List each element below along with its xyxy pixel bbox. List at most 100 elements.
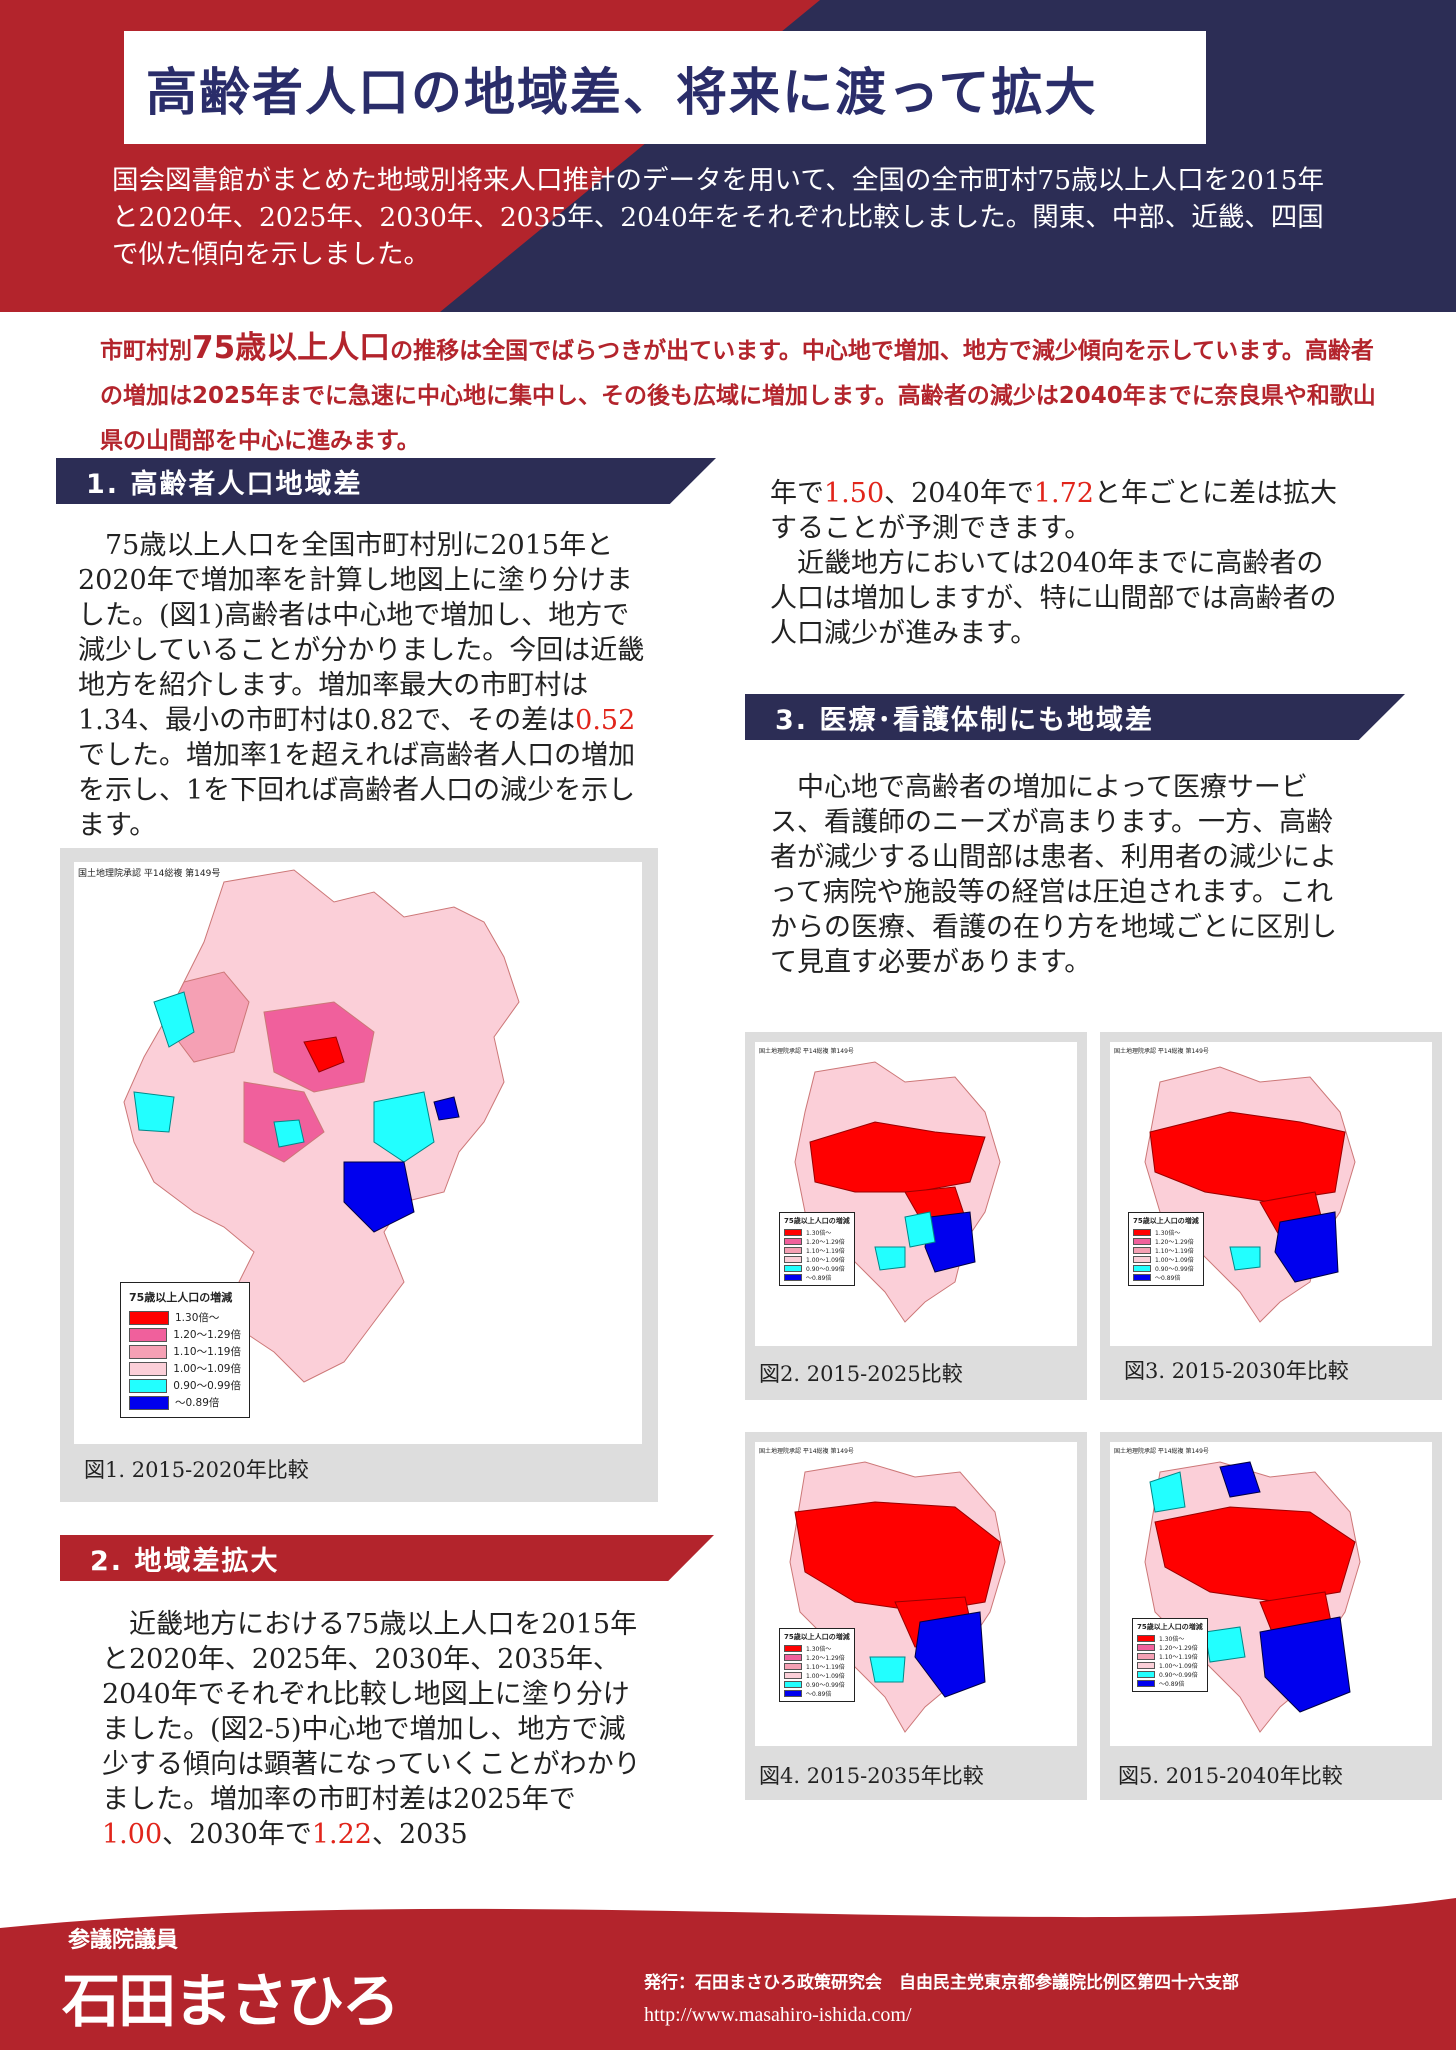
value-2040: 1.72 xyxy=(1033,478,1094,509)
kinki-map-2030 xyxy=(1144,1066,1356,1323)
legend-item: 1.10～1.19倍 xyxy=(129,1343,241,1360)
kinki-map-2020 xyxy=(123,869,520,1383)
figure-3-legend: 75歳以上人口の増減 1.30倍～ 1.20～1.29倍 1.10～1.19倍 … xyxy=(1128,1212,1204,1286)
section-2-continued-text: 年で1.50、2040年で1.72と年ごとに差は拡大することが予測できます。 近… xyxy=(770,476,1350,651)
section-1-heading: 1. 高齢者人口地域差 xyxy=(56,458,716,504)
legend-item: 1.10～1.19倍 xyxy=(784,1246,850,1255)
figure-5-map-panel: 国土地理院承認 平14総複 第149号 75歳以上人口の増減 1.30倍～ 1.… xyxy=(1110,1442,1432,1746)
publisher-text: 発行：石田まさひろ政策研究会 自由民主党東京都参議院比例区第四十六支部 xyxy=(644,1973,1239,1993)
s2-para2: 近畿地方においては2040年までに高齢者の人口は増加しますが、特に山間部では高齢… xyxy=(770,548,1337,649)
map-source-note: 国土地理院承認 平14総複 第149号 xyxy=(1114,1048,1209,1055)
legend-item: 0.90～0.99倍 xyxy=(129,1377,241,1394)
figure-5: 国土地理院承認 平14総複 第149号 75歳以上人口の増減 1.30倍～ 1.… xyxy=(1100,1432,1442,1800)
section-2-heading: 2. 地域差拡大 xyxy=(60,1535,714,1581)
kinki-map-2035 xyxy=(789,1461,1006,1733)
map-source-note: 国土地理院承認 平14総複 第149号 xyxy=(759,1048,854,1055)
s2-cont-c: と年ごとに差は拡大することが予測できます。 xyxy=(770,478,1337,544)
s2-cont-a: 年で xyxy=(770,478,824,509)
legend-item: 1.30倍～ xyxy=(784,1228,850,1237)
figure-2: 国土地理院承認 平14総複 第149号 75歳以上人口の増減 1.30倍～ 1.… xyxy=(745,1032,1087,1400)
figure-4-map-panel: 国土地理院承認 平14総複 第149号 75歳以上人口の増減 1.30倍～ 1.… xyxy=(755,1442,1077,1746)
footer: 参議院議員 石田まさひろ 発行：石田まさひろ政策研究会 自由民主党東京都参議院比… xyxy=(0,1888,1456,2050)
legend-item: 1.20～1.29倍 xyxy=(784,1653,850,1662)
s2-cont-b: 、2040年で xyxy=(884,478,1034,509)
value-2025: 1.00 xyxy=(102,1819,163,1850)
legend-item: ～0.89倍 xyxy=(784,1273,850,1282)
figure-1-legend: 75歳以上人口の増減 1.30倍～ 1.20～1.29倍 1.10～1.19倍 … xyxy=(120,1282,250,1418)
map-source-note: 国土地理院承認 平14総複 第149号 xyxy=(1114,1448,1209,1455)
website-link[interactable]: http://www.masahiro-ishida.com/ xyxy=(644,2004,912,2026)
value-2035: 1.50 xyxy=(824,478,885,509)
summary-rest: の推移は全国でばらつきが出ています。中心地で増加、地方で減少傾向を示しています。… xyxy=(100,338,1376,454)
intro-text: 国会図書館がまとめた地域別将来人口推計のデータを用いて、全国の全市町村75歳以上… xyxy=(112,165,1325,270)
kinki-map-2040 xyxy=(1144,1461,1361,1733)
legend-item: 1.10～1.19倍 xyxy=(1137,1652,1203,1661)
map-source-note: 国土地理院承認 平14総複 第149号 xyxy=(78,869,221,879)
legend-item: ～0.89倍 xyxy=(1137,1679,1203,1688)
summary-pre: 市町村別 xyxy=(100,338,192,364)
legend-item: 1.20～1.29倍 xyxy=(784,1237,850,1246)
legend-item: 1.00～1.09倍 xyxy=(784,1255,850,1264)
section-3-text: 中心地で高齢者の増加によって医療サービス、看護師のニーズが高まります。一方、高齢… xyxy=(770,770,1356,980)
figure-4-legend: 75歳以上人口の増減 1.30倍～ 1.20～1.29倍 1.10～1.19倍 … xyxy=(779,1628,855,1702)
member-title: 参議院議員 xyxy=(68,1928,179,1953)
legend-item: 1.30倍～ xyxy=(1137,1634,1203,1643)
legend-item: 0.90～0.99倍 xyxy=(1137,1670,1203,1679)
figure-1-map-panel: 国土地理院承認 平14総複 第149号 75歳以上人口の増減 1.30倍～ 1.… xyxy=(74,862,642,1444)
legend-item: 0.90～0.99倍 xyxy=(1133,1264,1199,1273)
figure-2-map-panel: 国土地理院承認 平14総複 第149号 75歳以上人口の増減 1.30倍～ 1.… xyxy=(755,1042,1077,1346)
figure-4-caption: 図4. 2015-2035年比較 xyxy=(759,1764,984,1788)
s2-text-c: 、2035 xyxy=(371,1819,468,1850)
legend-item: 0.90～0.99倍 xyxy=(784,1264,850,1273)
map-source-note: 国土地理院承認 平14総複 第149号 xyxy=(759,1448,854,1455)
legend-title: 75歳以上人口の増減 xyxy=(784,1217,850,1225)
legend-item: 1.20～1.29倍 xyxy=(1137,1643,1203,1652)
s1-text-a: 75歳以上人口を全国市町村別に2015年と2020年で増加率を計算し地図上に塗り… xyxy=(78,530,645,736)
legend-item: 1.10～1.19倍 xyxy=(784,1662,850,1671)
figure-3-map-panel: 国土地理院承認 平14総複 第149号 75歳以上人口の増減 1.30倍～ 1.… xyxy=(1110,1042,1432,1346)
kinki-map-2025 xyxy=(794,1061,1001,1323)
header-banner: 高齢者人口の地域差、将来に渡って拡大 国会図書館がまとめた地域別将来人口推計のデ… xyxy=(0,0,1456,312)
legend-item: ～0.89倍 xyxy=(784,1689,850,1698)
legend-item: 1.20～1.29倍 xyxy=(129,1326,241,1343)
figure-3: 国土地理院承認 平14総複 第149号 75歳以上人口の増減 1.30倍～ 1.… xyxy=(1100,1032,1442,1400)
legend-item: 1.30倍～ xyxy=(1133,1228,1199,1237)
figure-2-caption: 図2. 2015-2025比較 xyxy=(759,1362,963,1386)
summary-text: 市町村別75歳以上人口の推移は全国でばらつきが出ています。中心地で増加、地方で減… xyxy=(100,326,1386,464)
s2-text-b: 、2030年で xyxy=(162,1819,312,1850)
figure-2-legend: 75歳以上人口の増減 1.30倍～ 1.20～1.29倍 1.10～1.19倍 … xyxy=(779,1212,855,1286)
legend-item: 1.00～1.09倍 xyxy=(1133,1255,1199,1264)
legend-item: ～0.89倍 xyxy=(129,1394,241,1411)
name-logo: 石田まさひろ xyxy=(62,1967,400,2035)
figure-4: 国土地理院承認 平14総複 第149号 75歳以上人口の増減 1.30倍～ 1.… xyxy=(745,1432,1087,1800)
s1-text-b: でした。増加率1を超えれば高齢者人口の増加を示し、1を下回れば高齢者人口の減少を… xyxy=(78,740,636,841)
legend-item: ～0.89倍 xyxy=(1133,1273,1199,1282)
legend-item: 1.00～1.09倍 xyxy=(1137,1661,1203,1670)
legend-item: 1.30倍～ xyxy=(129,1309,241,1326)
s2-text-a: 近畿地方における75歳以上人口を2015年と2020年、2025年、2030年、… xyxy=(102,1609,641,1815)
legend-item: 1.00～1.09倍 xyxy=(129,1360,241,1377)
legend-title: 75歳以上人口の増減 xyxy=(1133,1217,1199,1225)
section-1-text: 75歳以上人口を全国市町村別に2015年と2020年で増加率を計算し地図上に塗り… xyxy=(78,528,648,843)
footer-wave-decoration xyxy=(0,1888,1456,1928)
section-2-text: 近畿地方における75歳以上人口を2015年と2020年、2025年、2030年、… xyxy=(102,1607,650,1852)
title-box: 高齢者人口の地域差、将来に渡って拡大 xyxy=(124,31,1206,144)
figure-1-caption: 図1. 2015-2020年比較 xyxy=(84,1458,309,1482)
legend-item: 1.30倍～ xyxy=(784,1644,850,1653)
legend-title: 75歳以上人口の増減 xyxy=(1137,1623,1203,1631)
s1-diff-value: 0.52 xyxy=(575,705,636,736)
value-2030: 1.22 xyxy=(311,1819,372,1850)
legend-item: 1.20～1.29倍 xyxy=(1133,1237,1199,1246)
s3-paragraph: 中心地で高齢者の増加によって医療サービス、看護師のニーズが高まります。一方、高齢… xyxy=(770,772,1337,978)
legend-item: 0.90～0.99倍 xyxy=(784,1680,850,1689)
figure-3-caption: 図3. 2015-2030年比較 xyxy=(1124,1359,1349,1383)
legend-title: 75歳以上人口の増減 xyxy=(784,1633,850,1641)
legend-item: 1.10～1.19倍 xyxy=(1133,1246,1199,1255)
legend-item: 1.00～1.09倍 xyxy=(784,1671,850,1680)
figure-5-legend: 75歳以上人口の増減 1.30倍～ 1.20～1.29倍 1.10～1.19倍 … xyxy=(1132,1618,1208,1692)
section-3-heading: 3. 医療･看護体制にも地域差 xyxy=(745,694,1405,740)
summary-highlight: 75歳以上人口 xyxy=(192,330,391,366)
figure-5-caption: 図5. 2015-2040年比較 xyxy=(1118,1764,1343,1788)
figure-1: 国土地理院承認 平14総複 第149号 75歳以上人口の増減 1.30倍～ 1.… xyxy=(60,848,658,1502)
page-title: 高齢者人口の地域差、将来に渡って拡大 xyxy=(146,63,1098,123)
